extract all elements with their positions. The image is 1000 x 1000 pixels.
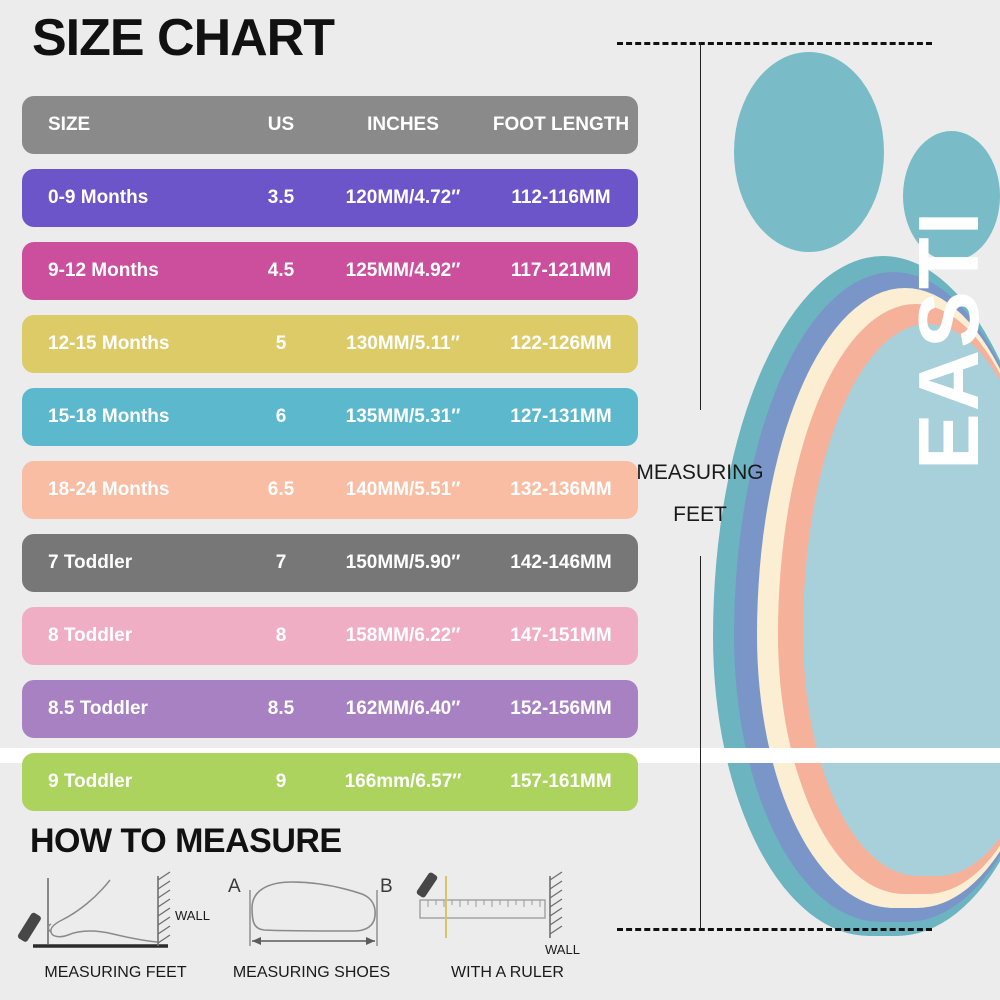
- size-table: SIZE US INCHES FOOT LENGTH 0-9 Months 3.5…: [22, 96, 638, 826]
- svg-text:A: A: [228, 876, 241, 897]
- cell-us: 6.5: [267, 479, 295, 500]
- cell-inches: 162MM/6.40″: [345, 698, 461, 719]
- cell-size: 9 Toddler: [48, 771, 133, 792]
- table-row: 18-24 Months 6.5 140MM/5.51″ 132-136MM: [22, 461, 638, 519]
- cell-inches: 130MM/5.11″: [346, 333, 460, 354]
- cell-inches: 158MM/6.22″: [345, 625, 461, 646]
- column-header-foot-length: FOOT LENGTH: [492, 114, 630, 135]
- measuring-feet-line1: MEASURING: [636, 461, 764, 484]
- big-toe-shape: [734, 52, 884, 252]
- cell-inches: 135MM/5.31″: [345, 406, 461, 427]
- cell-us: 8.5: [267, 698, 295, 719]
- cell-inches: 125MM/4.92″: [345, 260, 461, 281]
- diagram-with-a-ruler: WALL WITH A RULER: [410, 868, 605, 988]
- measuring-feet-illustration: WALL: [18, 871, 210, 948]
- cell-foot-length: 142-146MM: [510, 552, 612, 573]
- column-header-size: SIZE: [48, 114, 91, 135]
- table-row: 0-9 Months 3.5 120MM/4.72″ 112-116MM: [22, 169, 638, 227]
- page-title: SIZE CHART: [32, 9, 335, 67]
- table-row: 9-12 Months 4.5 125MM/4.92″ 117-121MM: [22, 242, 638, 300]
- measuring-feet-line2: FEET: [673, 503, 727, 526]
- measure-guide-top: [617, 42, 932, 45]
- cell-size: 8.5 Toddler: [48, 698, 148, 719]
- cell-foot-length: 147-151MM: [510, 625, 612, 646]
- cell-size: 8 Toddler: [48, 625, 133, 646]
- cell-us: 3.5: [267, 187, 295, 208]
- cell-foot-length: 157-161MM: [510, 771, 612, 792]
- measure-guide-bottom: [617, 928, 932, 931]
- how-to-measure-heading: HOW TO MEASURE: [30, 822, 342, 860]
- cell-size: 12-15 Months: [48, 333, 170, 354]
- with-a-ruler-illustration: WALL: [416, 871, 580, 957]
- cell-foot-length: 117-121MM: [510, 260, 612, 281]
- svg-text:WALL: WALL: [175, 908, 210, 923]
- cell-size: 0-9 Months: [48, 187, 149, 208]
- svg-text:WALL: WALL: [545, 942, 580, 957]
- cell-us: 6: [275, 406, 287, 427]
- cell-us: 9: [275, 771, 287, 792]
- cell-foot-length: 152-156MM: [510, 698, 612, 719]
- table-row: 15-18 Months 6 135MM/5.31″ 127-131MM: [22, 388, 638, 446]
- cell-inches: 140MM/5.51″: [345, 479, 461, 500]
- table-row: 7 Toddler 7 150MM/5.90″ 142-146MM: [22, 534, 638, 592]
- cell-size: 18-24 Months: [48, 479, 170, 500]
- how-to-measure-diagrams: WALL MEASURING FEET A B MEASURING SHOES: [18, 868, 603, 988]
- cell-inches: 166mm/6.57″: [344, 771, 462, 792]
- table-row: 9 Toddler 9 166mm/6.57″ 157-161MM: [22, 753, 638, 811]
- cell-us: 7: [275, 552, 287, 573]
- cell-foot-length: 112-116MM: [511, 187, 611, 208]
- cell-foot-length: 127-131MM: [510, 406, 612, 427]
- column-header-inches: INCHES: [367, 114, 439, 135]
- diagram-measuring-feet: WALL MEASURING FEET: [18, 868, 213, 988]
- diagram-caption-measuring-shoes: MEASURING SHOES: [232, 964, 391, 981]
- cell-size: 15-18 Months: [48, 406, 170, 427]
- measuring-shoes-illustration: A B: [228, 876, 393, 946]
- brand-wordmark: EASTI: [902, 209, 997, 470]
- column-header-us: US: [267, 114, 295, 135]
- cell-size: 9-12 Months: [48, 260, 159, 281]
- cell-us: 4.5: [267, 260, 295, 281]
- diagram-measuring-shoes: A B MEASURING SHOES: [214, 868, 409, 988]
- cell-inches: 120MM/4.72″: [345, 187, 461, 208]
- cell-us: 8: [275, 625, 287, 646]
- diagram-caption-measuring-feet: MEASURING FEET: [44, 964, 187, 981]
- cell-foot-length: 132-136MM: [510, 479, 612, 500]
- table-row: 8 Toddler 8 158MM/6.22″ 147-151MM: [22, 607, 638, 665]
- svg-text:B: B: [380, 876, 393, 897]
- table-row: 8.5 Toddler 8.5 162MM/6.40″ 152-156MM: [22, 680, 638, 738]
- foot-artwork: EASTI: [600, 0, 1000, 1000]
- table-row: 12-15 Months 5 130MM/5.11″ 122-126MM: [22, 315, 638, 373]
- cell-inches: 150MM/5.90″: [345, 552, 461, 573]
- table-header-row: SIZE US INCHES FOOT LENGTH: [22, 96, 638, 154]
- measure-bracket-lower: [700, 556, 701, 928]
- cell-foot-length: 122-126MM: [510, 333, 612, 354]
- small-toe-shape: [903, 131, 1000, 261]
- cell-size: 7 Toddler: [48, 552, 133, 573]
- cell-us: 5: [275, 333, 287, 354]
- measuring-feet-annotation: MEASURING FEET: [620, 452, 780, 536]
- chart-panel: SIZE CHART SIZE US INCHES FOOT LENGTH 0-…: [18, 9, 638, 988]
- diagram-caption-with-a-ruler: WITH A RULER: [451, 964, 564, 981]
- measure-bracket-upper: [700, 42, 701, 410]
